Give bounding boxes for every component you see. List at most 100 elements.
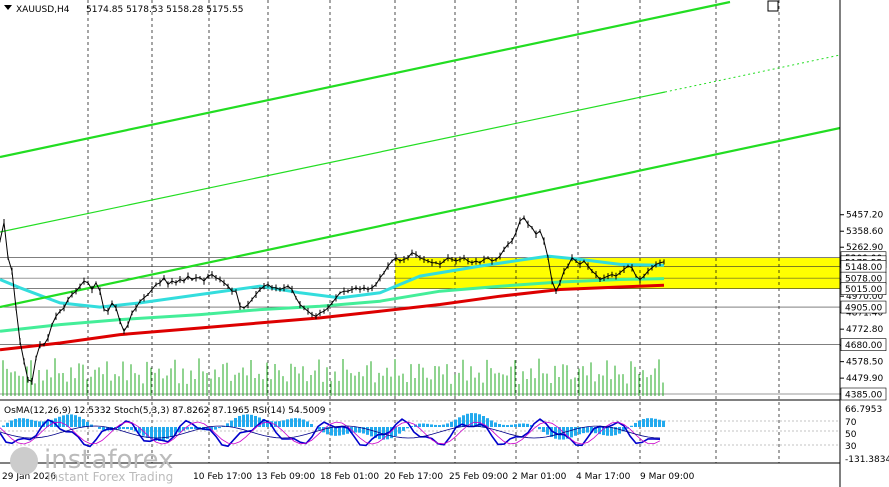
osma-bar (214, 427, 217, 430)
osma-bar (634, 422, 637, 427)
osma-bar (370, 427, 373, 437)
price-wicks (0, 215, 665, 385)
osma-bar (402, 427, 405, 431)
osma-bar (514, 424, 517, 427)
osma-bar (522, 423, 525, 427)
osma-bar (562, 427, 565, 440)
osma-bar (614, 427, 617, 436)
osma-bar (242, 414, 245, 427)
osma-bar (382, 427, 385, 440)
osma-bar (102, 427, 105, 431)
osma-bar (250, 414, 253, 427)
osma-bar (298, 418, 301, 427)
indicator-scale: 66.7953 70 50 30 -131.3834 (845, 405, 889, 465)
osma-bar (434, 424, 437, 427)
tick-label: 5358.60 (846, 227, 883, 237)
stochastic-signal-line (0, 421, 661, 445)
level-label-box (840, 300, 887, 314)
level-label: 5148.00 (845, 263, 882, 273)
osma-bar (218, 427, 221, 429)
osma-bar (358, 427, 361, 433)
osma-bar (286, 419, 289, 427)
osma-bar (482, 416, 485, 427)
osma-bar (78, 416, 81, 427)
osma-bar (62, 415, 65, 427)
osma-bar (538, 427, 541, 430)
osma-bar (658, 419, 661, 427)
time-label: 20 Feb 17:00 (384, 472, 443, 482)
tick-label: 5457.20 (846, 211, 883, 221)
tick-label: 4772.80 (846, 325, 883, 335)
osma-bar (438, 425, 441, 427)
osma-bar (342, 427, 345, 435)
level-label: 5015.00 (845, 285, 882, 295)
osma-bar (574, 427, 577, 436)
osma-bar (606, 427, 609, 436)
osma-bar (330, 427, 333, 436)
tick-label: 4970.00 (846, 292, 883, 302)
ma-red-line (0, 283, 665, 352)
level-label-box (840, 282, 887, 295)
osma-bar (294, 418, 297, 427)
osma-bar (490, 420, 493, 427)
indicator-scale-bottom: -131.3834 (845, 455, 889, 465)
osma-bar (582, 427, 585, 434)
volume-bars (2, 358, 664, 396)
osma-bar (166, 427, 169, 439)
osma-bar (418, 423, 421, 427)
ma-cyan-line (0, 254, 665, 309)
horizontal-levels (0, 257, 840, 395)
osma-bar (646, 418, 649, 427)
osma-bar (526, 423, 529, 427)
channel-upper-line (0, 0, 731, 159)
osma-bar (174, 427, 177, 435)
level-label: 5078.00 (845, 275, 882, 285)
osma-bar (302, 419, 305, 427)
osma-bar (126, 427, 129, 430)
osma-bar (34, 420, 37, 427)
time-axis-labels: 29 Jan 2026 10 Feb 17:00 13 Feb 09:00 18 Fe… (2, 472, 695, 482)
osma-bar (30, 419, 33, 427)
chart-shift-marker-icon[interactable] (767, 0, 779, 12)
osma-bar (466, 413, 469, 427)
osma-bar (542, 427, 545, 432)
osma-bar (598, 427, 601, 435)
time-label: 4 Mar 17:00 (576, 472, 631, 482)
osma-bar (6, 422, 9, 427)
tick-label: 5262.90 (846, 243, 883, 253)
watermark-tagline: Instant Forex Trading (47, 470, 173, 484)
indicator-scale-50: 50 (845, 430, 857, 440)
osma-bar (46, 420, 49, 427)
osma-bar (630, 425, 633, 427)
level-label: 4385.00 (845, 391, 882, 401)
osma-bar (610, 427, 613, 436)
osma-bar (470, 413, 473, 427)
indicator-scale-70: 70 (845, 418, 857, 428)
osma-bar (550, 427, 553, 438)
osma-bar (246, 414, 249, 427)
osma-bar (494, 422, 497, 427)
collapse-triangle-icon[interactable] (4, 5, 12, 10)
osma-bar (394, 427, 397, 437)
osma-bar (338, 427, 341, 436)
osma-bar (326, 427, 329, 435)
osma-bar (98, 427, 101, 429)
osma-bar (662, 420, 665, 427)
osma-bar (38, 421, 41, 427)
osma-bar (154, 427, 157, 441)
osma-bar (546, 427, 549, 435)
time-label: 25 Feb 09:00 (449, 472, 508, 482)
indicator-scale-top: 66.7953 (845, 405, 882, 415)
osma-bar (182, 427, 185, 431)
osma-bar (622, 427, 625, 432)
osma-bar (186, 427, 189, 430)
osma-bar (170, 427, 173, 437)
time-label: 29 Jan 2026 (2, 472, 56, 482)
rsi-line (0, 425, 661, 439)
support-resistance-zone (395, 257, 840, 289)
osma-bar (150, 427, 153, 440)
osma-bar (430, 424, 433, 427)
osma-bar (426, 423, 429, 427)
osma-bar (366, 427, 369, 435)
